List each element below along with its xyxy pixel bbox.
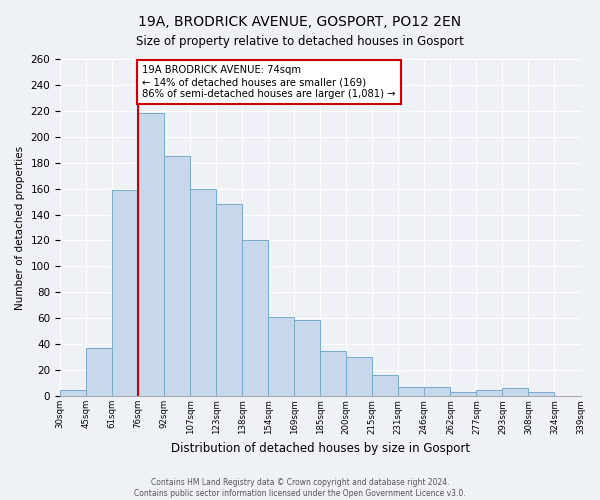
- Bar: [451, 392, 476, 396]
- Y-axis label: Number of detached properties: Number of detached properties: [15, 146, 25, 310]
- Bar: [164, 156, 190, 396]
- Bar: [502, 388, 529, 396]
- Bar: [320, 350, 346, 396]
- Bar: [398, 387, 424, 396]
- Text: Size of property relative to detached houses in Gosport: Size of property relative to detached ho…: [136, 35, 464, 48]
- Bar: [242, 240, 268, 396]
- Bar: [424, 387, 451, 396]
- Bar: [86, 348, 112, 396]
- Bar: [294, 320, 320, 396]
- Bar: [216, 204, 242, 396]
- Bar: [60, 390, 86, 396]
- Text: Contains HM Land Registry data © Crown copyright and database right 2024.
Contai: Contains HM Land Registry data © Crown c…: [134, 478, 466, 498]
- Bar: [190, 188, 216, 396]
- Text: 19A, BRODRICK AVENUE, GOSPORT, PO12 2EN: 19A, BRODRICK AVENUE, GOSPORT, PO12 2EN: [139, 15, 461, 29]
- Bar: [268, 317, 294, 396]
- Bar: [373, 376, 398, 396]
- Text: 19A BRODRICK AVENUE: 74sqm
← 14% of detached houses are smaller (169)
86% of sem: 19A BRODRICK AVENUE: 74sqm ← 14% of deta…: [142, 66, 395, 98]
- Bar: [112, 190, 138, 396]
- Bar: [476, 390, 502, 396]
- Bar: [346, 357, 373, 396]
- X-axis label: Distribution of detached houses by size in Gosport: Distribution of detached houses by size …: [171, 442, 470, 455]
- Bar: [138, 114, 164, 396]
- Bar: [529, 392, 554, 396]
